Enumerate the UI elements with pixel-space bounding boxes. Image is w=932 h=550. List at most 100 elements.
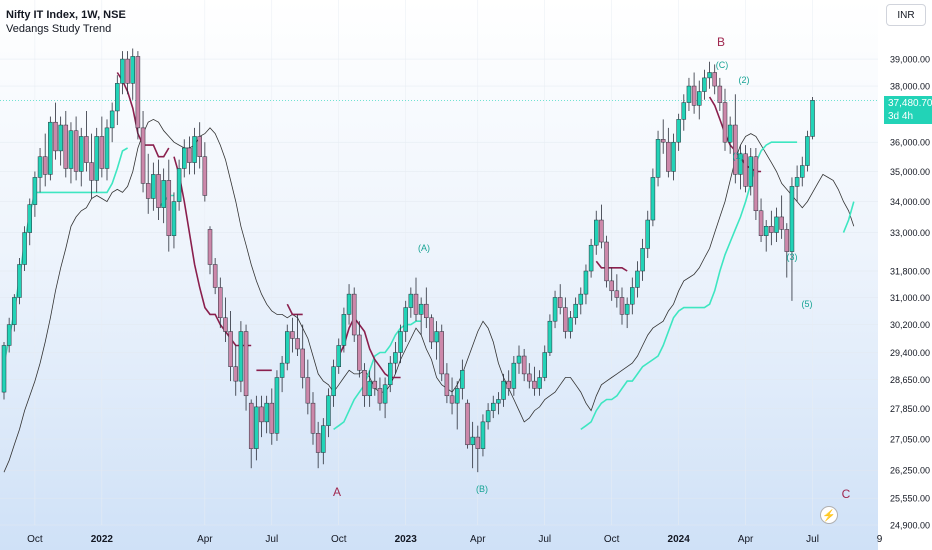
candle[interactable] (331, 359, 336, 407)
candle[interactable] (794, 165, 800, 202)
candle[interactable] (32, 171, 38, 217)
candle[interactable] (697, 80, 702, 120)
candle[interactable] (176, 159, 182, 211)
candle[interactable] (233, 345, 238, 396)
candle[interactable] (630, 277, 635, 315)
candle[interactable] (727, 116, 733, 154)
candle[interactable] (53, 102, 58, 160)
candle[interactable] (439, 324, 444, 382)
candle[interactable] (37, 147, 43, 193)
candle[interactable] (763, 220, 769, 252)
candle[interactable] (748, 147, 753, 196)
candle[interactable] (769, 210, 774, 246)
candle[interactable] (444, 363, 450, 404)
candle[interactable] (676, 113, 681, 151)
candle[interactable] (27, 198, 32, 246)
candle[interactable] (671, 133, 676, 181)
candle[interactable] (557, 284, 563, 315)
candle[interactable] (382, 377, 388, 419)
candle[interactable] (424, 287, 429, 329)
candle[interactable] (784, 223, 790, 278)
candle[interactable] (84, 110, 89, 172)
candle[interactable] (269, 388, 275, 445)
candle[interactable] (429, 314, 434, 349)
candle[interactable] (156, 159, 161, 221)
candle[interactable] (388, 356, 393, 393)
candle[interactable] (619, 287, 625, 325)
candle[interactable] (310, 392, 316, 445)
candle[interactable] (300, 324, 305, 389)
candle[interactable] (357, 321, 362, 378)
candle[interactable] (599, 204, 604, 249)
candle[interactable] (187, 136, 192, 175)
candle[interactable] (506, 370, 511, 396)
candle[interactable] (475, 425, 481, 473)
candle[interactable] (321, 418, 326, 465)
candle[interactable] (789, 177, 795, 301)
candle[interactable] (511, 356, 517, 396)
candle[interactable] (109, 102, 115, 143)
candle[interactable] (104, 119, 110, 181)
candle[interactable] (527, 363, 532, 389)
candle[interactable] (367, 370, 372, 407)
currency-button[interactable]: INR (886, 4, 926, 26)
candle[interactable] (609, 267, 614, 301)
candle[interactable] (604, 235, 609, 288)
candle[interactable] (6, 317, 12, 353)
candle[interactable] (151, 162, 156, 211)
candle[interactable] (68, 122, 74, 184)
candle[interactable] (805, 130, 810, 172)
candle[interactable] (22, 226, 27, 272)
candle[interactable] (42, 133, 48, 187)
candle[interactable] (79, 127, 84, 187)
candle[interactable] (470, 421, 475, 469)
candle[interactable] (779, 195, 784, 239)
candle[interactable] (243, 324, 249, 411)
candle[interactable] (264, 395, 269, 434)
candle[interactable] (279, 356, 285, 393)
candle[interactable] (218, 277, 223, 329)
candle[interactable] (712, 64, 717, 95)
candle[interactable] (583, 264, 589, 305)
candle[interactable] (362, 363, 367, 407)
candle[interactable] (120, 51, 125, 95)
indicator-label[interactable]: Vedangs Study Trend (6, 23, 112, 35)
candle[interactable] (182, 139, 187, 178)
candle[interactable] (212, 258, 218, 295)
candle[interactable] (408, 287, 414, 318)
candle[interactable] (73, 116, 79, 181)
candle[interactable] (259, 395, 264, 438)
candle[interactable] (140, 110, 146, 193)
candle[interactable] (434, 321, 439, 360)
candle[interactable] (248, 399, 254, 469)
candle[interactable] (413, 277, 419, 322)
candle[interactable] (285, 324, 290, 371)
candle[interactable] (717, 77, 723, 111)
candle[interactable] (125, 51, 130, 95)
candle[interactable] (707, 61, 712, 89)
candle[interactable] (588, 238, 594, 278)
candle[interactable] (681, 94, 687, 131)
candle[interactable] (480, 414, 486, 457)
candle[interactable] (738, 145, 743, 190)
candle[interactable] (774, 207, 779, 243)
candle[interactable] (516, 345, 522, 374)
candle[interactable] (496, 392, 501, 415)
candle[interactable] (254, 395, 259, 461)
candle[interactable] (377, 377, 383, 411)
candle[interactable] (336, 338, 341, 374)
candle[interactable] (418, 297, 424, 335)
candle[interactable] (63, 110, 69, 178)
candle[interactable] (686, 77, 692, 111)
flash-icon[interactable]: ⚡ (820, 506, 838, 524)
candle[interactable] (655, 130, 661, 187)
candle[interactable] (547, 314, 553, 357)
candle[interactable] (758, 198, 764, 243)
candle[interactable] (341, 307, 347, 353)
candle[interactable] (315, 421, 321, 469)
candle[interactable] (12, 294, 17, 332)
candle[interactable] (645, 210, 650, 259)
candle[interactable] (89, 133, 94, 199)
